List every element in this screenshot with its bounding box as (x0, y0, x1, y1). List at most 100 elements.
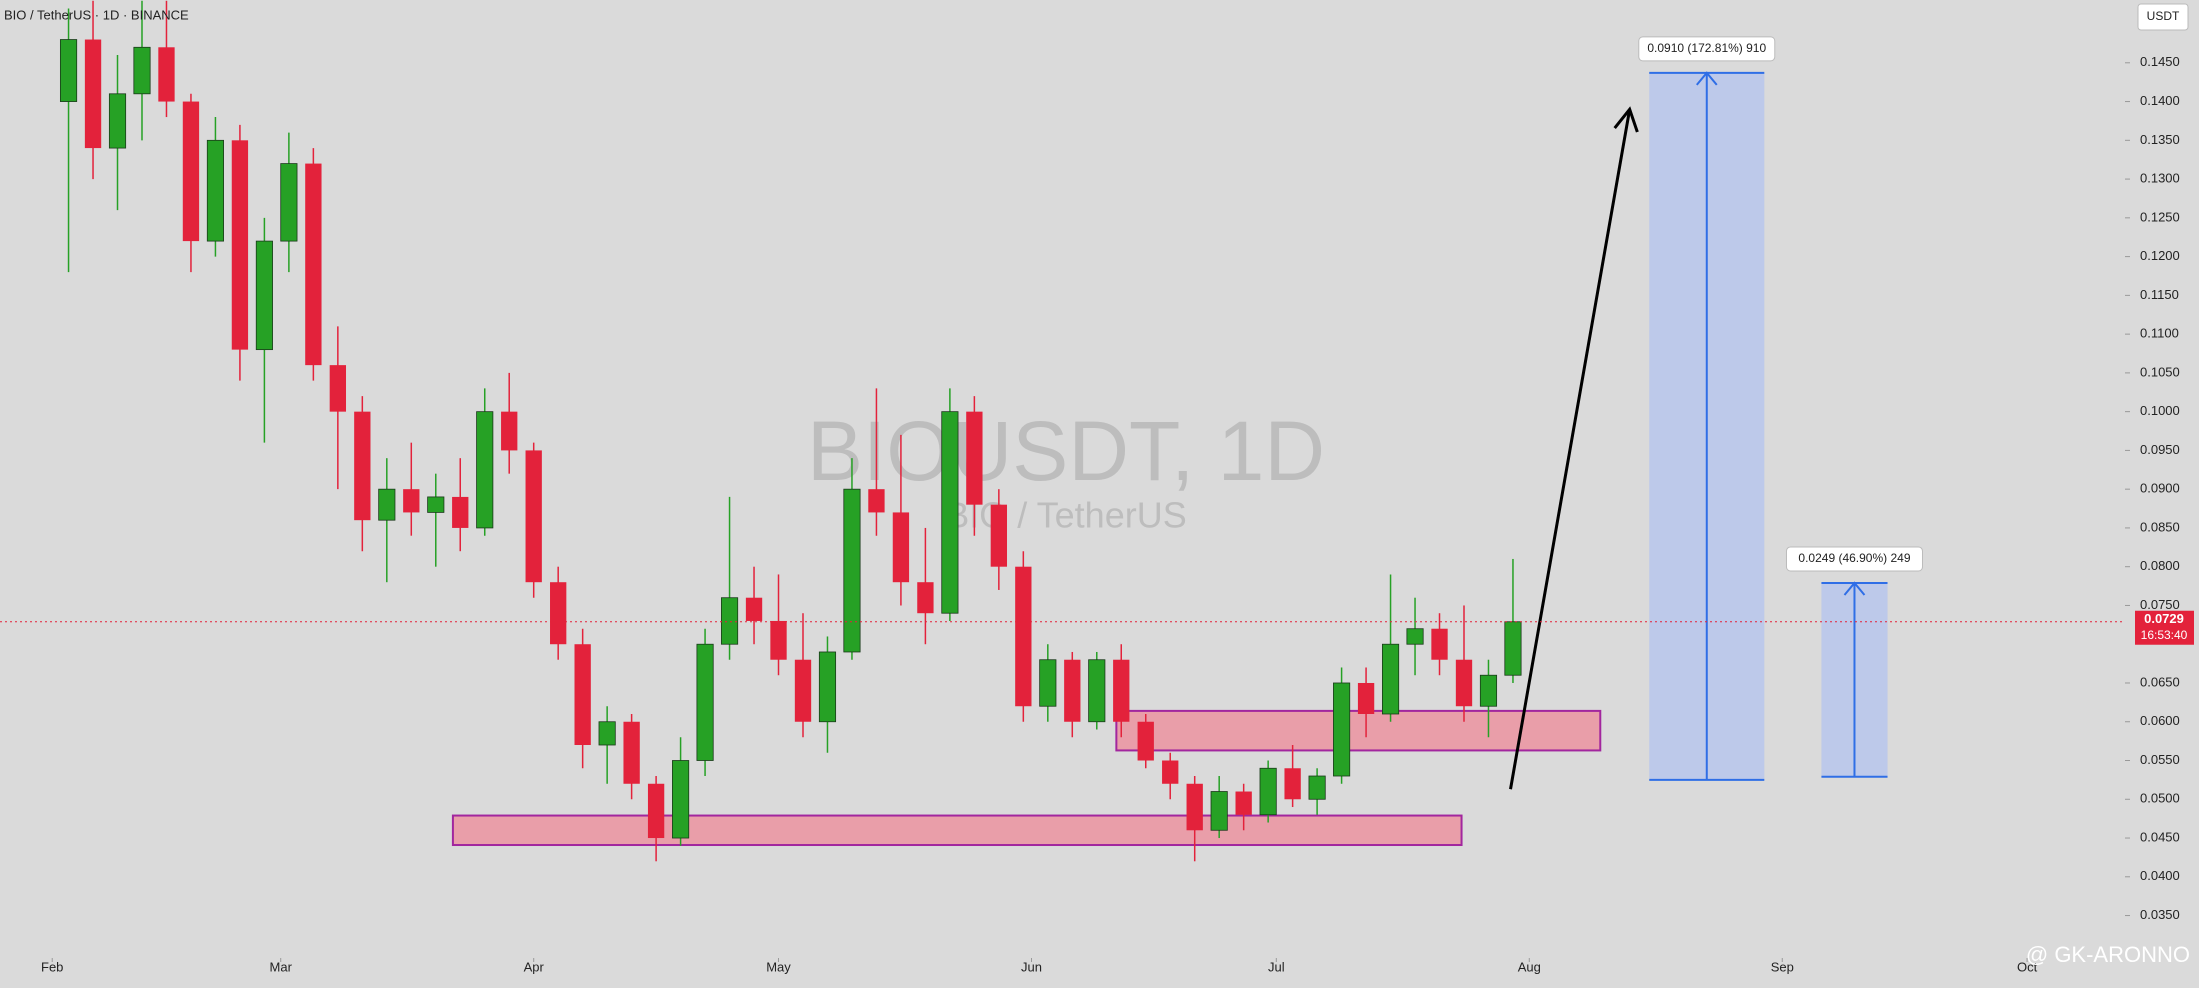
candle-body (1210, 791, 1228, 831)
x-tick-label: Mar (270, 959, 293, 974)
currency-button[interactable] (2137, 3, 2189, 31)
candle-body (574, 644, 591, 746)
y-tick-label: 0.1450 (2140, 54, 2180, 69)
watermark: BIOUSDT, 1D (807, 404, 1325, 498)
y-tick-label: 0.0450 (2140, 829, 2180, 844)
candle-body (794, 659, 812, 722)
candle-body (255, 240, 273, 351)
candle-body (550, 582, 567, 645)
candle-body (501, 411, 518, 451)
candle-body (1259, 767, 1277, 816)
candle-body (182, 101, 200, 242)
candle-body (672, 760, 690, 839)
watermark-sub: BIO / TetherUS (945, 495, 1186, 536)
candle-body (1357, 682, 1375, 714)
zone (451, 814, 1463, 847)
y-tick-label: 0.1250 (2140, 209, 2180, 224)
candle-body (990, 504, 1008, 567)
y-tick-label: 0.1400 (2140, 93, 2180, 108)
candle-body (966, 411, 983, 505)
candle-body (1137, 721, 1154, 761)
candle-body (1113, 659, 1130, 722)
y-tick-label: 0.0850 (2140, 519, 2180, 534)
candle-body (892, 512, 910, 583)
plot: 0.0350 0.0400 0.0450 0.0500 0.0550 0.0600 0.06… (0, 0, 2180, 974)
y-tick-label: 0.1300 (2140, 171, 2180, 186)
target-label-box (1785, 546, 1923, 572)
candle-body (1431, 628, 1448, 660)
candle-body (1479, 674, 1498, 707)
currency-button-label[interactable]: USDT (2147, 9, 2180, 23)
candle-body (1186, 783, 1203, 831)
candle-body (1015, 566, 1032, 707)
y-tick-label: 0.0550 (2140, 752, 2180, 767)
x-tick-label: May (766, 959, 791, 974)
candle-body (868, 489, 885, 513)
forecast-arrow (1509, 109, 1632, 790)
candle-body (59, 39, 78, 102)
candle-body (525, 450, 542, 583)
candle-body (1162, 760, 1179, 784)
y-tick-label: 0.1100 (2140, 326, 2179, 341)
candle-body (818, 651, 837, 723)
last-price-box (2135, 610, 2194, 645)
y-tick-label: 0.0950 (2140, 442, 2180, 457)
y-tick-label: 0.1000 (2140, 403, 2180, 418)
candle-body (1088, 659, 1106, 723)
signature: @ GK-ARONNO (2026, 942, 2190, 967)
candle-body (108, 93, 127, 149)
target-label: 0.0910 (172.81%) 910 (1647, 41, 1766, 55)
x-tick-label: Aug (1518, 959, 1541, 974)
chart-title: BIO / TetherUS · 1D · BINANCE (4, 7, 189, 22)
y-tick-label: 0.0750 (2140, 597, 2180, 612)
candle-body (231, 140, 249, 350)
candle-body (133, 46, 151, 95)
x-tick-label: Apr (524, 959, 545, 974)
candle-body (696, 643, 714, 761)
candle-body (329, 365, 347, 412)
countdown: 16:53:40 (2141, 628, 2188, 642)
candle-body (1064, 659, 1081, 722)
candle-body (1406, 628, 1424, 645)
candle-body (427, 496, 445, 513)
candle-body (770, 620, 787, 660)
y-tick-label: 0.0500 (2140, 791, 2180, 806)
y-tick-label: 0.1150 (2140, 287, 2179, 302)
candle-body (84, 39, 102, 149)
candle-body (452, 496, 469, 528)
candle-body (745, 597, 763, 621)
candle-body (1333, 682, 1351, 777)
y-tick-label: 0.0600 (2140, 713, 2180, 728)
y-tick-label: 0.0900 (2140, 481, 2180, 496)
candle-body (917, 582, 934, 614)
x-tick-label: Jul (1268, 959, 1285, 974)
y-tick-label: 0.0400 (2140, 868, 2180, 883)
candle-body (158, 47, 175, 102)
candle-body (476, 411, 494, 529)
x-tick-label: Feb (41, 959, 63, 974)
y-tick-label: 0.0350 (2140, 907, 2180, 922)
candle-body (378, 488, 396, 521)
y-tick-label: 0.0800 (2140, 558, 2180, 573)
candle-body (1455, 659, 1473, 707)
last-price-label: 0.0729 (2144, 611, 2184, 626)
y-tick-label: 0.1200 (2140, 248, 2180, 263)
target-arrowhead (1696, 71, 1718, 86)
y-tick-label: 0.0650 (2140, 674, 2180, 689)
candle-body (647, 783, 665, 839)
candle-body (354, 411, 371, 521)
forecast-arrowhead (1613, 106, 1639, 133)
candle-body (1381, 643, 1400, 715)
y-tick-label: 0.1350 (2140, 132, 2180, 147)
candle-body (1039, 659, 1057, 707)
candle-body (623, 721, 640, 784)
candle-body (206, 139, 224, 242)
x-tick-label: Jun (1021, 959, 1042, 974)
candle-body (1284, 768, 1301, 800)
candle-body (305, 163, 322, 366)
target-label: 0.0249 (46.90%) 249 (1798, 551, 1910, 565)
y-tick-label: 0.1050 (2140, 364, 2180, 379)
zone (1115, 709, 1602, 752)
candle-body (843, 488, 861, 653)
